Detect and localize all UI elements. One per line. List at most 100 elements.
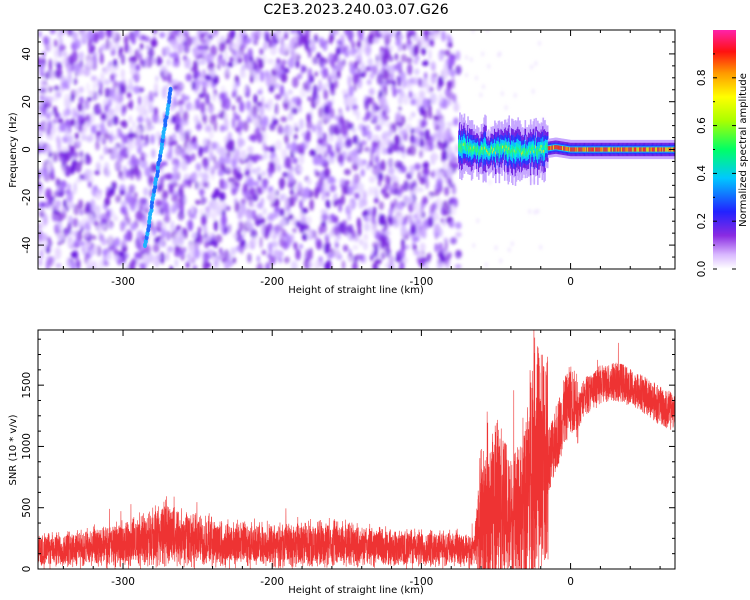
noise-blob (438, 242, 443, 252)
band-strip (622, 147, 625, 152)
noise-blob (385, 79, 393, 85)
band-strip (648, 147, 651, 152)
band-strip (497, 144, 500, 147)
noise-blob (79, 240, 86, 247)
band-strip (576, 147, 579, 152)
noise-blob (67, 134, 74, 145)
band-strip (596, 147, 598, 152)
noise-blob (322, 68, 327, 79)
noise-blob (328, 124, 335, 136)
band-strip (549, 145, 552, 151)
noise-blob (142, 253, 148, 264)
noise-blob (449, 219, 455, 229)
noise-blob (207, 33, 214, 40)
noise-blob (180, 159, 188, 171)
noise-blob (376, 73, 384, 86)
noise-blob (172, 95, 177, 107)
noise-blob (54, 110, 59, 119)
noise-blob (177, 197, 184, 210)
noise-blob (86, 55, 94, 67)
noise-blob (357, 30, 364, 40)
noise-blob (38, 169, 41, 181)
noise-blob (169, 265, 173, 269)
y-tick-label: 1000 (21, 433, 33, 460)
noise-blob (432, 131, 437, 143)
noise-blob (321, 61, 326, 71)
noise-blob (389, 44, 394, 52)
noise-blob (60, 84, 65, 92)
noise-blob (269, 190, 276, 203)
noise-blob (194, 199, 201, 205)
noise-blob (294, 248, 302, 261)
band-strip (486, 149, 488, 153)
noise-blob (414, 126, 421, 135)
noise-blob (338, 115, 344, 124)
noise-blob (435, 197, 443, 208)
noise-blob (221, 98, 226, 110)
noise-blob (167, 117, 172, 126)
band-strip (602, 147, 604, 152)
band-strip (505, 145, 508, 149)
noise-blob (269, 145, 276, 153)
noise-blob (371, 223, 377, 236)
noise-blob (421, 211, 426, 219)
noise-blob (325, 236, 330, 245)
band-strip (529, 150, 532, 154)
noise-blob (209, 142, 213, 153)
noise-blob (54, 204, 60, 211)
noise-blob (74, 39, 82, 50)
noise-blob (348, 200, 353, 212)
band-strip (620, 147, 622, 152)
noise-blob (47, 120, 53, 131)
band-strip (640, 147, 643, 152)
noise-blob (413, 249, 420, 256)
band-strip (563, 146, 565, 151)
noise-blob (269, 229, 277, 241)
noise-blob (70, 145, 75, 154)
band-strip (523, 150, 526, 153)
noise-blob (220, 214, 227, 227)
noise-blob (440, 253, 445, 263)
noise-blob (386, 159, 393, 166)
noise-blob (172, 51, 179, 59)
band-strip (657, 147, 660, 152)
noise-blob (58, 46, 62, 58)
band-strip (465, 145, 468, 149)
band-strip (551, 145, 553, 150)
noise-blob (395, 39, 402, 47)
noise-blob (360, 168, 365, 177)
band-strip (536, 151, 538, 155)
noise-blob (227, 139, 235, 151)
noise-blob (389, 187, 394, 195)
noise-blob (213, 120, 218, 132)
band-strip (622, 147, 624, 152)
noise-blob (271, 240, 279, 248)
faint-blob (485, 30, 489, 33)
band-strip (532, 146, 535, 150)
faint-blob (464, 72, 468, 78)
band-strip (574, 147, 577, 152)
noise-blob (40, 233, 48, 242)
band-strip (479, 151, 482, 154)
noise-blob (48, 58, 53, 71)
band-strip (566, 146, 569, 152)
noise-blob (303, 30, 312, 33)
faint-blob (499, 258, 503, 264)
noise-blob (55, 179, 62, 188)
noise-blob (199, 37, 206, 44)
noise-blob (211, 210, 217, 221)
band-strip (463, 142, 466, 146)
noise-blob (38, 258, 43, 267)
noise-blob (184, 57, 191, 69)
noise-blob (87, 259, 93, 267)
noise-blob (295, 220, 300, 228)
noise-blob (86, 135, 93, 143)
noise-blob (168, 38, 176, 46)
band-strip (548, 146, 551, 151)
noise-blob (378, 117, 386, 126)
noise-blob (239, 101, 245, 113)
noise-blob (56, 138, 62, 151)
noise-blob (447, 251, 452, 259)
noise-blob (246, 87, 251, 99)
band-strip (534, 150, 536, 154)
